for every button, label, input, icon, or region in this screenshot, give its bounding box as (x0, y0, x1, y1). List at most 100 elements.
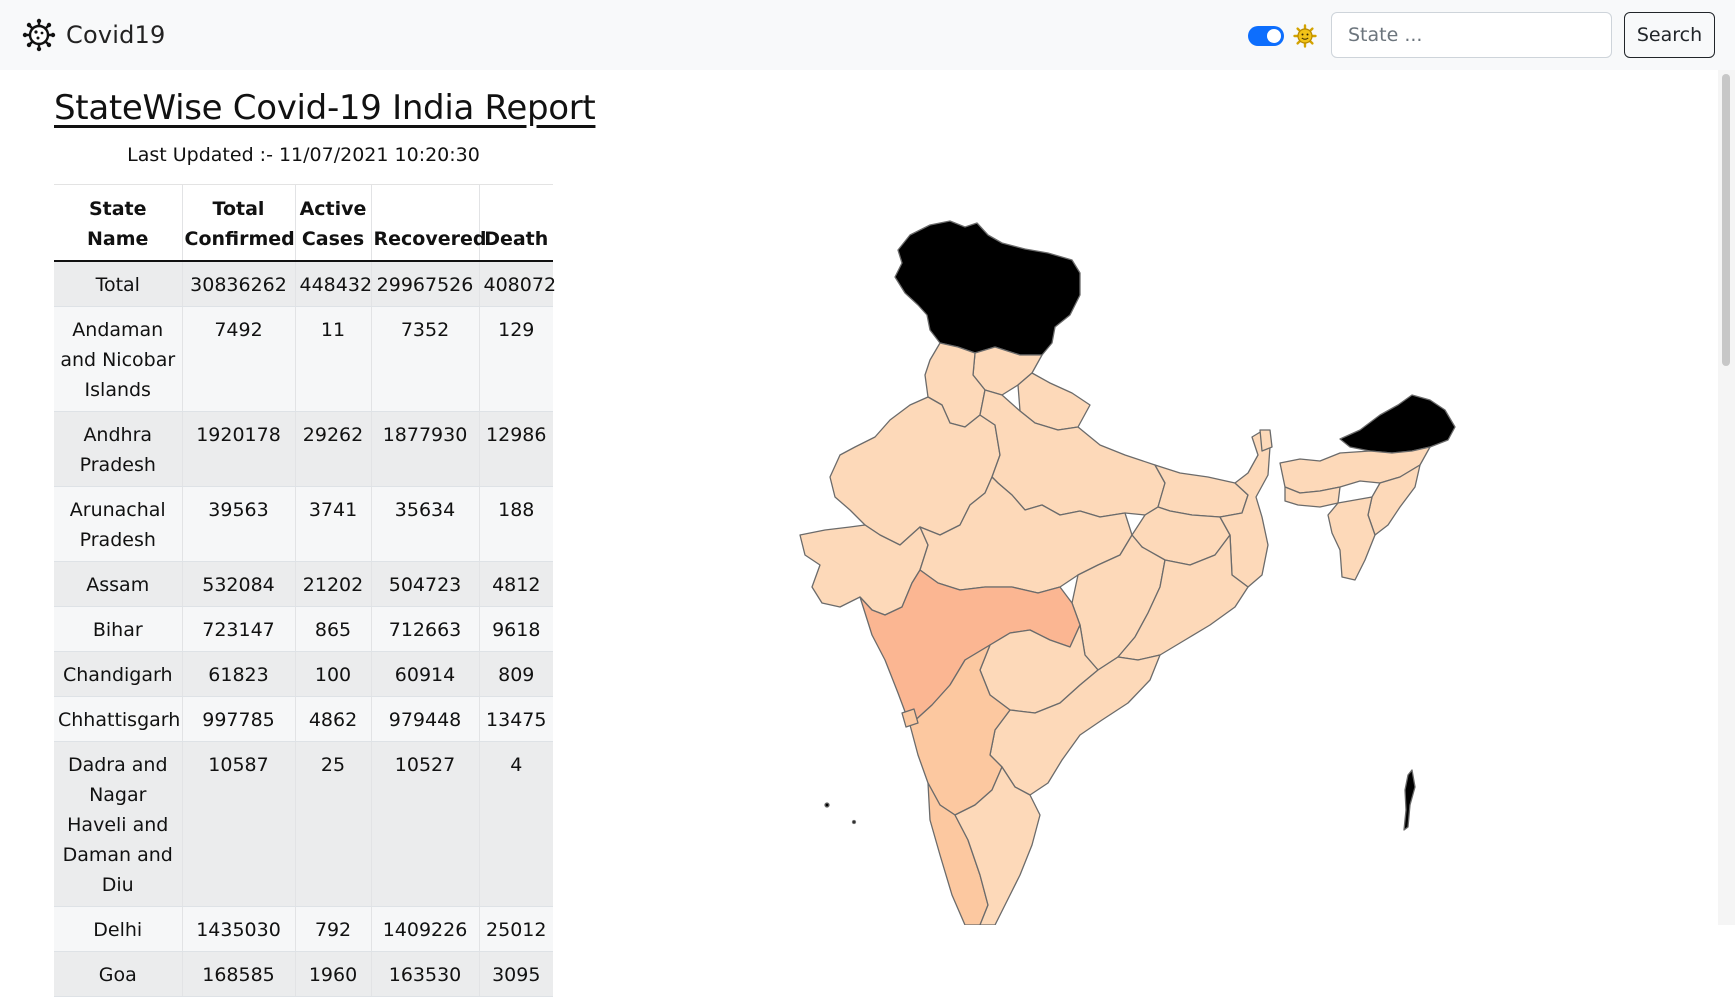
last-updated: Last Updated :- 11/07/2021 10:20:30 (127, 144, 480, 166)
map-region-tamil-nadu[interactable] (954, 766, 1041, 925)
table-cell: 188 (478, 486, 553, 562)
table-cell: 1435030 (181, 906, 295, 952)
column-header: Active Cases (294, 184, 371, 262)
table-row: Goa 168585 1960 163530 3095 (54, 951, 553, 997)
table-cell: 4 (478, 741, 553, 907)
column-header: Recovered (370, 184, 486, 262)
table-cell: 9618 (478, 606, 553, 652)
table-row: Andaman and Nicobar Islands 7492 11 7352 129 (54, 306, 553, 412)
page-title: StateWise Covid-19 India Report (54, 88, 596, 128)
table-cell: 1920178 (181, 411, 295, 487)
table-cell: 4862 (294, 696, 371, 742)
theme-toggle[interactable] (1248, 26, 1284, 46)
table-cell: 7352 (370, 306, 479, 412)
table-cell: 168585 (181, 951, 295, 997)
table-cell: Dadra and Nagar Haveli and Daman and Diu (54, 741, 182, 907)
search-button[interactable]: Search (1624, 12, 1715, 58)
table-row: Delhi 1435030 792 1409226 25012 (54, 906, 553, 952)
column-header: Death (478, 184, 553, 262)
table-cell: 100 (294, 651, 371, 697)
table-cell: 61823 (181, 651, 295, 697)
search-input[interactable] (1331, 12, 1612, 58)
table-cell: 979448 (370, 696, 479, 742)
table-cell: Andaman and Nicobar Islands (54, 306, 182, 412)
table-cell: 39563 (181, 486, 295, 562)
table-cell: 25012 (478, 906, 553, 952)
map-region-west-bengal[interactable] (1219, 430, 1271, 588)
table-cell: 4812 (478, 561, 553, 607)
map-region-andaman[interactable] (1403, 769, 1416, 831)
table-cell: 1409226 (370, 906, 479, 952)
map-region-sikkim[interactable] (1259, 429, 1273, 452)
india-map (799, 220, 1456, 925)
table-row: Andhra Pradesh 1920178 29262 1877930 12986 (54, 411, 553, 487)
scrollbar-thumb[interactable] (1722, 74, 1730, 366)
table-cell: 865 (294, 606, 371, 652)
table-cell: 723147 (181, 606, 295, 652)
table-cell: 21202 (294, 561, 371, 607)
table-row: Chandigarh 61823 100 60914 809 (54, 651, 553, 697)
table-body: Total 30836262 448432 29967526 408072 Andaman… (54, 261, 556, 997)
page-scrollbar[interactable] (1718, 70, 1735, 925)
table-cell: 10587 (181, 741, 295, 907)
table-cell: Goa (54, 951, 182, 997)
table-cell: 712663 (370, 606, 479, 652)
table-cell: 29262 (294, 411, 371, 487)
table-row: Dadra and Nagar Haveli and Daman and Diu… (54, 741, 553, 907)
table-cell: 129 (478, 306, 553, 412)
table-cell: Total (54, 261, 182, 307)
column-header: Total Confirmed (181, 184, 295, 262)
map-island-minicoy (851, 819, 857, 825)
table-cell: 1877930 (370, 411, 479, 487)
table-cell: Assam (54, 561, 182, 607)
toggle-knob (1267, 29, 1281, 43)
column-header: State Name (54, 184, 182, 262)
table-cell: 7492 (181, 306, 295, 412)
table-cell: Delhi (54, 906, 182, 952)
table-cell: 1960 (294, 951, 371, 997)
table-row: Assam 532084 21202 504723 4812 (54, 561, 553, 607)
map-island-lakshadweep (824, 802, 830, 808)
table-cell: 60914 (370, 651, 479, 697)
table-cell: 30836262 (181, 261, 295, 307)
table-cell: 3741 (294, 486, 371, 562)
brand-text: Covid19 (66, 21, 166, 49)
table-cell: 29967526 (370, 261, 479, 307)
virus-icon (22, 18, 56, 52)
table-cell: Arunachal Pradesh (54, 486, 182, 562)
navbar: Covid19 Search (0, 0, 1735, 70)
table-cell: 3095 (478, 951, 553, 997)
table-cell: 10527 (370, 741, 479, 907)
table-cell: 11 (294, 306, 371, 412)
sun-icon (1293, 24, 1317, 48)
map-region-andhra-pradesh[interactable] (989, 654, 1161, 796)
map-region-jammu-kashmir[interactable] (894, 220, 1081, 356)
table-row: Arunachal Pradesh 39563 3741 35634 188 (54, 486, 553, 562)
table-cell: 792 (294, 906, 371, 952)
map-region-bihar[interactable] (1154, 464, 1249, 518)
table-cell: 25 (294, 741, 371, 907)
table-header-row: State Name Total Confirmed Active Cases Rec… (54, 184, 553, 262)
report-panel: StateWise Covid-19 India Report Last Upd… (54, 88, 596, 997)
table-cell: Chhattisgarh (54, 696, 182, 742)
map-region-arunachal-pradesh[interactable] (1339, 394, 1456, 454)
map-region-odisha[interactable] (1117, 534, 1249, 661)
table-cell: Andhra Pradesh (54, 411, 182, 487)
table-cell: Bihar (54, 606, 182, 652)
table-cell: 12986 (478, 411, 553, 487)
table-cell: 408072 (478, 261, 556, 307)
table-row: Chhattisgarh 997785 4862 979448 13475 (54, 696, 553, 742)
table-cell: 35634 (370, 486, 479, 562)
table-cell: 809 (478, 651, 553, 697)
map-region-goa[interactable] (901, 708, 919, 728)
table-row: Bihar 723147 865 712663 9618 (54, 606, 553, 652)
table-cell: 163530 (370, 951, 479, 997)
table-cell: 504723 (370, 561, 479, 607)
table-cell: 448432 (294, 261, 372, 307)
table-cell: 532084 (181, 561, 295, 607)
brand[interactable]: Covid19 (22, 17, 166, 53)
statewise-table: State Name Total Confirmed Active Cases Rec… (54, 184, 556, 997)
map-region-mizoram[interactable] (1327, 496, 1376, 581)
table-cell: 997785 (181, 696, 295, 742)
table-cell: Chandigarh (54, 651, 182, 697)
